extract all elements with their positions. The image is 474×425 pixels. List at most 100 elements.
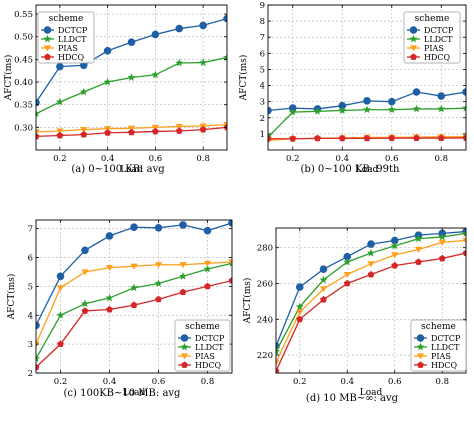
data-point-pias — [438, 239, 446, 246]
legend-label-hdcq: HDCQ — [424, 53, 451, 62]
x-tick-label: 0.4 — [103, 377, 117, 387]
data-point-dctcp — [105, 232, 114, 240]
legend-title: scheme — [185, 322, 220, 332]
data-point-hdcq — [106, 305, 113, 313]
data-point-hdcq — [413, 134, 420, 141]
legend-marker-hdcq — [417, 361, 424, 368]
data-point-dctcp — [56, 272, 65, 281]
data-point-lldct — [179, 272, 187, 280]
figure-caption: (d) 10 MB~∞: avg — [306, 393, 399, 404]
y-axis-label: AFCT(ms) — [6, 274, 17, 321]
legend-marker-hdcq — [44, 53, 51, 60]
data-point-lldct — [462, 229, 466, 237]
data-point-hdcq — [276, 367, 280, 373]
x-tick-label: 0.2 — [286, 154, 300, 164]
legend-label-pias: PIAS — [424, 44, 444, 53]
legend-title: scheme — [421, 322, 456, 332]
data-point-lldct — [343, 257, 352, 266]
x-tick-label: 0.2 — [53, 154, 67, 164]
data-point-pias — [462, 237, 466, 244]
data-point-lldct — [338, 106, 347, 114]
y-tick-label: 0.50 — [14, 33, 33, 43]
data-point-pias — [391, 252, 399, 259]
plot-frame — [267, 4, 467, 151]
figure-caption: (c) 100KB~10 MB: avg — [64, 388, 182, 399]
data-point-dctcp — [295, 283, 304, 291]
x-axis-label: Load — [123, 388, 146, 398]
data-point-hdcq — [179, 288, 187, 296]
data-point-hdcq — [415, 258, 422, 265]
y-axis-label: AFCT(ms) — [242, 278, 253, 325]
y-tick-label: 6 — [260, 49, 265, 59]
data-point-pias — [81, 269, 89, 276]
data-point-hdcq — [320, 296, 327, 303]
legend-marker-pias — [416, 353, 425, 360]
legend-label-dctcp: DCTCP — [195, 334, 225, 343]
data-point-pias — [343, 271, 351, 278]
y-tick-label: 7 — [28, 225, 33, 235]
data-point-lldct — [56, 311, 65, 319]
data-point-lldct — [363, 105, 371, 114]
series-line-lldct — [268, 107, 466, 138]
x-tick-label: 0.8 — [196, 154, 210, 164]
y-tick-label: 0.30 — [14, 123, 33, 133]
data-point-hdcq — [151, 127, 159, 135]
y-tick-label: 4 — [260, 82, 265, 92]
y-tick-label: 1 — [260, 130, 265, 140]
data-point-lldct — [175, 58, 184, 67]
data-point-lldct — [36, 354, 40, 362]
data-point-hdcq — [438, 254, 446, 262]
data-point-lldct — [288, 107, 297, 116]
data-point-pias — [80, 127, 88, 134]
data-point-lldct — [313, 107, 322, 115]
legend-label-lldct: LLDCT — [424, 35, 453, 44]
series-group — [276, 228, 466, 373]
y-tick-label: 8 — [260, 17, 265, 27]
legend-label-hdcq: HDCQ — [58, 53, 85, 62]
x-tick-label: 0.8 — [201, 377, 215, 387]
legend-box — [37, 11, 95, 64]
x-tick-label: 0.6 — [152, 377, 166, 387]
data-point-dctcp — [130, 223, 138, 232]
data-point-hdcq — [104, 129, 112, 136]
legend-label-pias: PIAS — [195, 352, 215, 361]
data-point-hdcq — [56, 131, 64, 139]
y-tick-label: 5 — [28, 282, 33, 292]
data-point-hdcq — [128, 128, 135, 136]
data-point-lldct — [390, 241, 399, 250]
data-point-hdcq — [296, 315, 304, 323]
legend-marker-dctcp — [409, 26, 418, 34]
legend-marker-dctcp — [416, 334, 425, 342]
chart-panel-b: 0.2 0.4 0.6 0.8 1 2 3 4 5 6 7 8 9 Load AFCT(ms) scheme D… — [238, 1, 467, 175]
data-point-hdcq — [338, 134, 346, 142]
legend-label-pias: PIAS — [58, 44, 78, 53]
x-axis-label: Load — [360, 388, 383, 398]
legend-box — [403, 11, 461, 64]
data-point-dctcp — [151, 30, 160, 39]
data-point-hdcq — [462, 134, 466, 141]
data-point-dctcp — [203, 226, 212, 235]
y-tick-label: 240 — [257, 315, 273, 325]
data-point-lldct — [55, 97, 64, 106]
legend-label-lldct: LLDCT — [431, 343, 460, 352]
data-point-pias — [127, 125, 136, 132]
data-point-lldct — [276, 347, 280, 355]
data-point-lldct — [412, 104, 421, 113]
data-point-pias — [151, 124, 159, 131]
data-point-dctcp — [81, 246, 89, 255]
data-point-lldct — [127, 73, 136, 81]
y-axis-label: AFCT(ms) — [238, 55, 249, 102]
x-tick-label: 0.8 — [434, 154, 448, 164]
legend-label-pias: PIAS — [431, 352, 451, 361]
data-point-hdcq — [80, 130, 88, 138]
y-axis-label: AFCT(ms) — [3, 55, 14, 102]
data-point-lldct — [105, 293, 114, 302]
x-axis-label: Load — [356, 165, 379, 175]
data-point-hdcq — [36, 132, 40, 140]
legend-box — [410, 319, 467, 372]
data-point-hdcq — [204, 282, 211, 290]
